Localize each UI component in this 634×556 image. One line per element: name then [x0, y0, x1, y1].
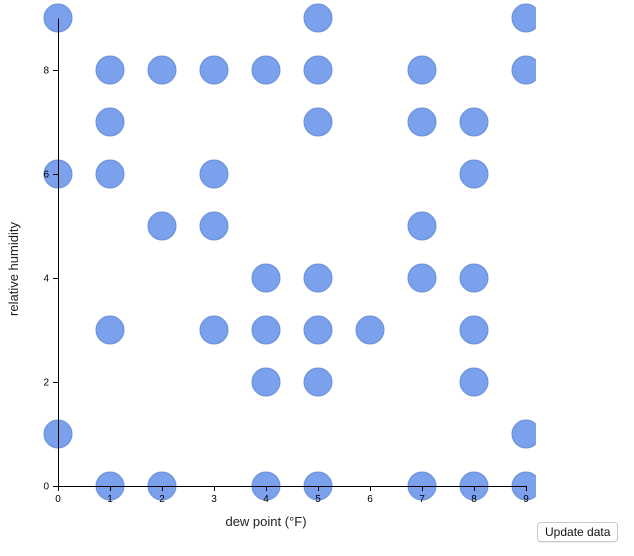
data-point [459, 159, 489, 189]
x-axis-title: dew point (°F) [225, 514, 306, 529]
data-point [303, 367, 333, 397]
x-tick-label: 8 [471, 494, 477, 505]
data-point [407, 211, 437, 241]
data-point [407, 263, 437, 293]
x-tick-label: 2 [159, 494, 165, 505]
data-point [459, 315, 489, 345]
y-tick-label: 2 [43, 378, 49, 389]
data-point [303, 263, 333, 293]
data-point [199, 159, 229, 189]
y-tick-label: 6 [43, 170, 49, 181]
x-tick-label: 5 [315, 494, 321, 505]
x-tick-label: 6 [367, 494, 373, 505]
axes-layer: 0 1 2 3 4 5 6 7 8 9 0 2 4 6 8 [43, 18, 529, 505]
x-axis-ticks: 0 1 2 3 4 5 6 7 8 9 [55, 486, 529, 505]
data-point [303, 315, 333, 345]
data-point [95, 107, 125, 137]
x-tick-label: 9 [523, 494, 529, 505]
data-point [407, 55, 437, 85]
data-point [407, 107, 437, 137]
data-point [251, 315, 281, 345]
data-point [511, 419, 536, 449]
update-data-button[interactable]: Update data [537, 522, 619, 542]
data-point [511, 55, 536, 85]
data-point [199, 211, 229, 241]
x-tick-label: 3 [211, 494, 217, 505]
x-tick-label: 7 [419, 494, 425, 505]
data-point [459, 367, 489, 397]
data-point [199, 55, 229, 85]
data-point [95, 55, 125, 85]
data-point [199, 315, 229, 345]
data-point [147, 55, 177, 85]
x-tick-label: 1 [107, 494, 113, 505]
x-tick-label: 4 [263, 494, 269, 505]
data-point [147, 211, 177, 241]
data-point [511, 3, 536, 33]
data-point [95, 315, 125, 345]
data-point [95, 159, 125, 189]
data-point [251, 367, 281, 397]
data-point [355, 315, 385, 345]
y-tick-label: 4 [43, 274, 49, 285]
data-point [459, 263, 489, 293]
data-point [251, 55, 281, 85]
data-point [303, 55, 333, 85]
data-point [459, 107, 489, 137]
points-layer [43, 3, 536, 501]
data-point [303, 3, 333, 33]
data-point [251, 263, 281, 293]
y-axis-title: relative humidity [6, 222, 21, 316]
y-axis-ticks: 0 2 4 6 8 [43, 66, 58, 493]
y-tick-label: 8 [43, 66, 49, 77]
x-tick-label: 0 [55, 494, 61, 505]
y-tick-label: 0 [43, 482, 49, 493]
data-point [303, 107, 333, 137]
